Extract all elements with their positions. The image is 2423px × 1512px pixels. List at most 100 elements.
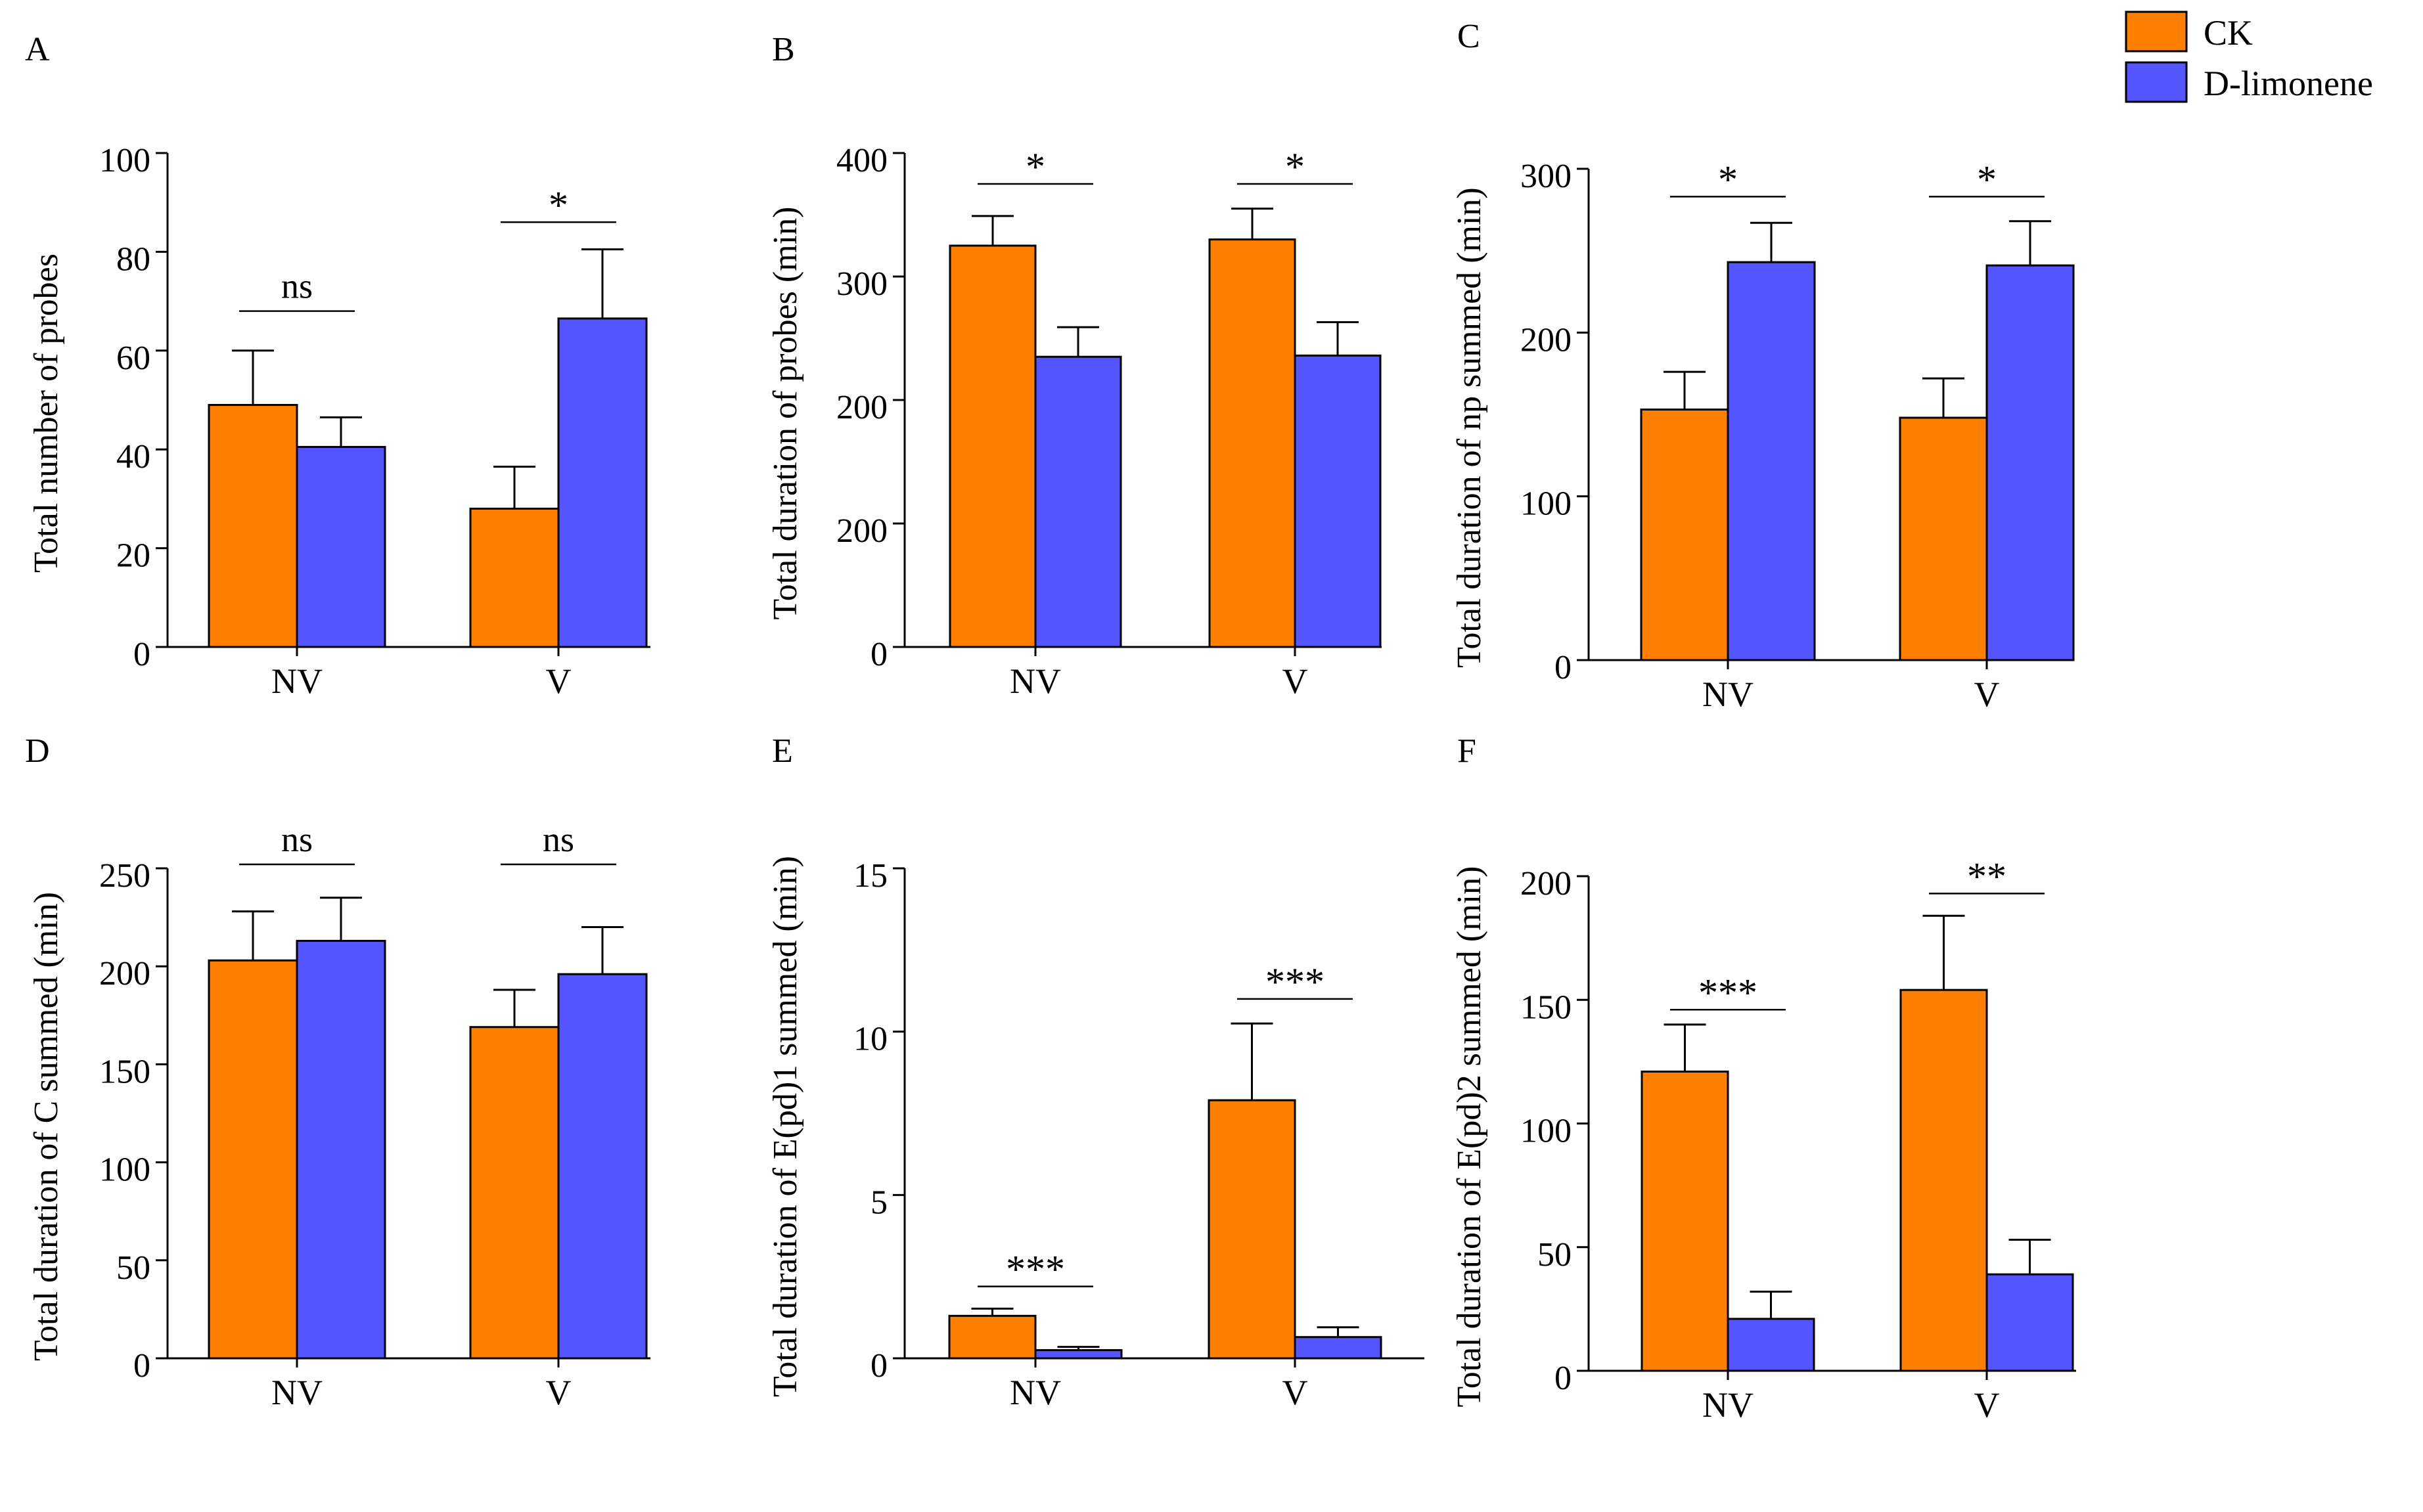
x-tick-label: NV (271, 661, 323, 701)
panel-f: F 0 50 100 150 200 Total duration of E(pd)2 su… (1451, 732, 2076, 1425)
significance-label: * (1718, 158, 1738, 201)
y-tick-label: 0 (133, 1347, 150, 1385)
x-tick-label: NV (1010, 1373, 1061, 1412)
panel-letter-f: F (1457, 732, 1476, 770)
y-axis-title: Total duration of C summed (min) (28, 892, 65, 1361)
y-axis-title: Total duration of np summed (min) (1451, 187, 1488, 667)
x-tick-label: NV (1702, 1385, 1754, 1425)
bar-d-limonene-nv (296, 939, 386, 1360)
legend-label-ck: CK (2204, 13, 2253, 53)
y-tick-label: 100 (1520, 485, 1572, 523)
y-tick-label: 200 (1520, 321, 1572, 359)
y-axis-title: Total duration of E(pd)2 summed (min) (1451, 866, 1488, 1408)
significance-label: * (549, 183, 568, 227)
y-tick-label: 0 (871, 1347, 888, 1385)
y-tick-label: 200 (836, 389, 888, 426)
y-tick-label: 250 (99, 857, 150, 895)
bar-d-limonene-nv (1034, 1349, 1123, 1360)
legend-label-d-limonene: D-limonene (2204, 64, 2373, 103)
y-tick-label: 50 (116, 1249, 150, 1287)
y-tick-label: 300 (1520, 158, 1572, 195)
y-tick-label: 0 (1554, 1360, 1572, 1397)
y-tick-label: 10 (853, 1021, 888, 1058)
panel-e: E 0 5 10 15 Total duration of E(pd)1 summed (… (767, 732, 1424, 1412)
legend-swatch-ck (2125, 11, 2188, 53)
bar-d-limonene-v (1294, 354, 1382, 648)
x-tick-label: V (1974, 1385, 2000, 1425)
x-tick-label: V (1282, 1373, 1308, 1412)
panel-d: D 0 50 100 150 200 250 Total duration of C summ… (25, 732, 650, 1412)
panel-letter-d: D (25, 732, 50, 770)
y-tick-label: 400 (836, 142, 888, 179)
significance-label: ns (281, 267, 313, 306)
panel-letter-a: A (25, 31, 50, 68)
x-tick-label: NV (1702, 675, 1754, 714)
y-tick-label: 0 (133, 636, 150, 673)
y-tick-label: 60 (116, 340, 150, 377)
bar-d-limonene-v (557, 317, 648, 648)
y-tick-label: 40 (116, 438, 150, 476)
bar-ck-v (1899, 989, 1988, 1372)
bar-ck-v (469, 507, 560, 648)
y-tick-label: 100 (99, 142, 150, 179)
x-tick-label: V (1282, 661, 1308, 701)
bar-ck-nv (1640, 409, 1729, 661)
panel-letter-e: E (772, 732, 793, 770)
bar-ck-nv (1641, 1070, 1729, 1372)
bar-ck-v (469, 1026, 560, 1360)
x-tick-label: V (546, 661, 572, 701)
panel-b: B 0 200 200 300 400 Total duration of probes (… (767, 31, 1382, 701)
y-tick-label: 200 (836, 512, 888, 550)
y-axis-title: Total number of probes (28, 254, 65, 573)
bar-ck-v (1208, 1099, 1296, 1360)
bar-d-limonene-nv (1727, 1318, 1815, 1372)
significance-label: * (1026, 145, 1045, 189)
bar-ck-nv (948, 1314, 1037, 1360)
bar-ck-nv (949, 244, 1037, 648)
significance-label: * (1285, 145, 1305, 189)
legend: CK D-limonene (2125, 11, 2373, 103)
y-tick-label: 20 (116, 537, 150, 575)
y-tick-label: 0 (871, 636, 888, 673)
significance-label: ** (1967, 855, 2006, 898)
y-tick-label: 0 (1554, 649, 1572, 686)
y-tick-label: 100 (1520, 1113, 1572, 1150)
y-tick-label: 80 (116, 240, 150, 278)
significance-label: ns (543, 820, 574, 859)
panel-letter-c: C (1457, 18, 1480, 55)
x-tick-label: NV (271, 1373, 323, 1412)
y-axis-title: Total duration of E(pd)1 summed (min) (767, 856, 804, 1397)
y-tick-label: 50 (1537, 1236, 1572, 1274)
panel-a: A 0 20 40 60 80 100 Total number of probes NV Vns… (25, 31, 650, 701)
bar-d-limonene-nv (1034, 355, 1122, 648)
x-tick-label: V (1974, 675, 2000, 714)
y-tick-label: 200 (99, 955, 150, 992)
bar-ck-v (1899, 416, 1988, 661)
bar-d-limonene-nv (296, 445, 386, 648)
significance-label: *** (1006, 1248, 1065, 1291)
bar-d-limonene-v (1985, 1273, 2074, 1372)
y-tick-label: 100 (99, 1151, 150, 1189)
bar-ck-v (1208, 238, 1296, 648)
y-tick-label: 150 (99, 1053, 150, 1090)
legend-swatch-d-limonene (2125, 61, 2188, 103)
y-tick-label: 300 (836, 265, 888, 303)
significance-label: *** (1698, 971, 1757, 1014)
panel-c: C 0 100 200 300 Total duration of np summed (… (1451, 18, 2075, 714)
y-tick-label: 5 (871, 1184, 888, 1221)
y-tick-label: 200 (1520, 865, 1572, 902)
x-tick-label: NV (1010, 661, 1061, 701)
bar-ck-nv (208, 404, 298, 648)
bar-d-limonene-v (1294, 1336, 1382, 1360)
y-axis-title: Total duration of probes (min) (767, 207, 804, 620)
bar-ck-nv (208, 959, 298, 1360)
y-tick-label: 150 (1520, 989, 1572, 1026)
significance-label: ns (281, 820, 313, 859)
panel-letter-b: B (772, 31, 795, 68)
bar-d-limonene-v (1985, 264, 2075, 661)
y-tick-label: 15 (853, 857, 888, 895)
bar-d-limonene-v (557, 973, 648, 1360)
x-tick-label: V (546, 1373, 572, 1412)
